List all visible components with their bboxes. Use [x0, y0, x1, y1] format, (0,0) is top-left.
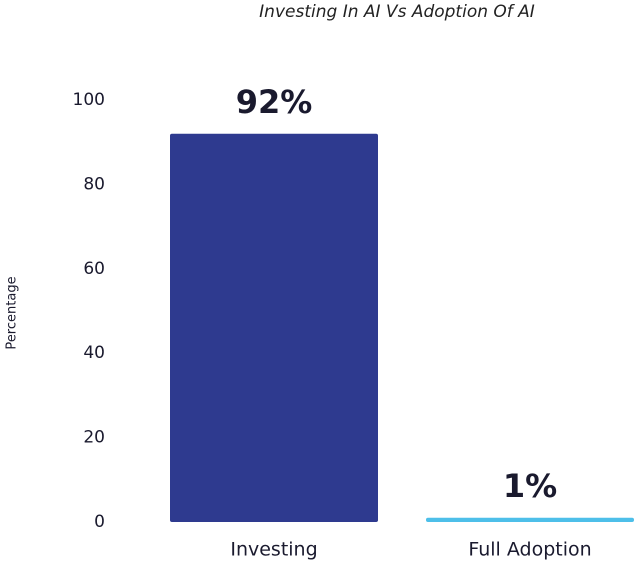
y-tick-label: 80	[83, 174, 105, 194]
x-tick-label: Full Adoption	[468, 539, 591, 561]
x-tick-label: Investing	[230, 539, 317, 561]
value-label: 1%	[503, 467, 557, 505]
bar	[426, 517, 634, 522]
chart-title: Investing In AI Vs Adoption Of AI	[259, 2, 535, 22]
y-tick-label: 100	[73, 90, 105, 110]
y-tick-label: 0	[94, 512, 105, 532]
y-axis-label: Percentage	[5, 276, 20, 349]
value-label: 92%	[236, 83, 313, 121]
bar	[170, 133, 378, 522]
y-tick-label: 60	[83, 259, 105, 279]
y-tick-label: 40	[83, 343, 105, 363]
y-tick-label: 20	[83, 428, 105, 448]
